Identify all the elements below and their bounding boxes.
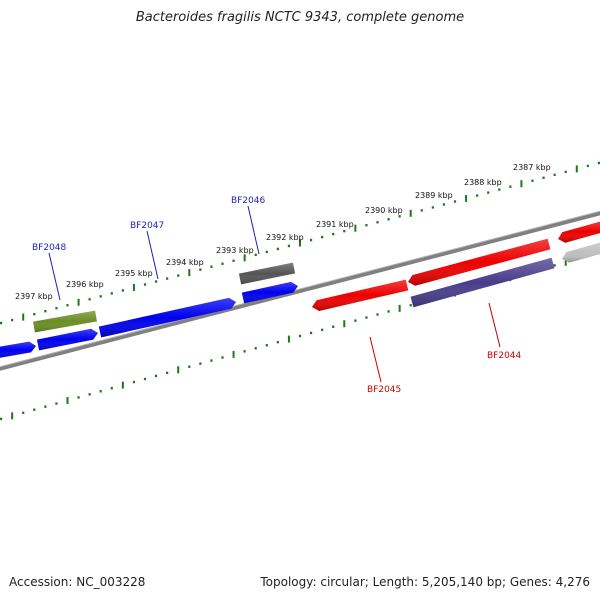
- leader-bf2047: [146, 230, 159, 280]
- scale-label-2388: 2388 kbp: [464, 178, 502, 187]
- feature-bf2045-shading: [312, 279, 409, 312]
- feature-bf2044-shading: [410, 257, 555, 308]
- gene-features: [0, 221, 600, 358]
- feature-bf2046-shading: [238, 262, 296, 285]
- feature-bf2047-shading: [98, 297, 236, 338]
- feature-forward-2-shading: [36, 328, 98, 351]
- feature-forward-3-shading: [241, 281, 298, 304]
- gene-label-bf2044[interactable]: BF2044: [487, 351, 522, 361]
- scale-label-2394: 2394 kbp: [166, 258, 204, 267]
- topology-summary: Topology: circular; Length: 5,205,140 bp…: [260, 575, 590, 589]
- feature-bf2048-shading: [33, 310, 97, 333]
- gene-label-bf2048[interactable]: BF2048: [32, 243, 67, 253]
- labels: 2397 kbp 2396 kbp 2395 kbp 2394 kbp 2393 kbp…: [15, 163, 551, 395]
- scale-label-2391: 2391 kbp: [316, 220, 354, 229]
- gene-label-bf2047[interactable]: BF2047: [130, 221, 164, 231]
- gene-label-bf2046[interactable]: BF2046: [231, 196, 266, 206]
- scale-label-2387: 2387 kbp: [513, 163, 551, 172]
- feature-forward-1-shading: [0, 341, 36, 358]
- leader-bf2046: [247, 205, 260, 255]
- genome-backbone: [0, 211, 600, 371]
- leader-bf2044: [488, 302, 501, 348]
- scale-label-2397: 2397 kbp: [15, 292, 53, 301]
- label-leader-lines: [48, 205, 501, 383]
- map-title: Bacteroides fragilis NCTC 9343, complete…: [135, 10, 465, 25]
- gene-label-bf2045[interactable]: BF2045: [367, 385, 401, 395]
- scale-label-2393: 2393 kbp: [216, 246, 254, 255]
- accession-text: Accession: NC_003228: [9, 575, 146, 589]
- feature-reverse-3-shading: [562, 242, 600, 263]
- scale-label-2390: 2390 kbp: [365, 206, 403, 215]
- feature-reverse-1-shading: [408, 238, 551, 286]
- leader-bf2045: [369, 336, 382, 383]
- scale-label-2389: 2389 kbp: [415, 191, 453, 200]
- scale-label-2395: 2395 kbp: [115, 269, 153, 278]
- genome-backbone-highlight: [0, 210, 600, 368]
- leader-bf2048: [48, 252, 61, 301]
- scale-label-2396: 2396 kbp: [66, 280, 104, 289]
- feature-reverse-2-shading: [558, 221, 600, 243]
- scale-label-2392: 2392 kbp: [266, 233, 304, 242]
